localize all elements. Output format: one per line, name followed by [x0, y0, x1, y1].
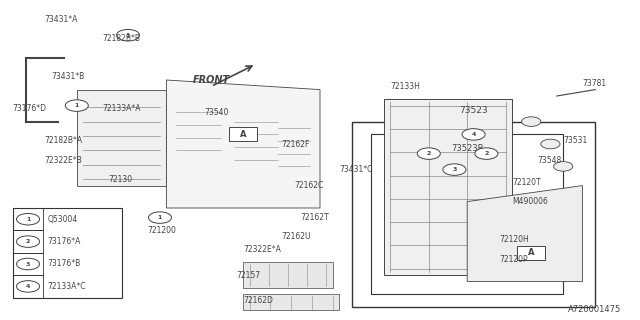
- Polygon shape: [384, 99, 512, 275]
- Text: 73176*A: 73176*A: [47, 237, 81, 246]
- Circle shape: [17, 258, 40, 270]
- Bar: [13, 253, 44, 275]
- Circle shape: [475, 148, 498, 159]
- Text: 73523B: 73523B: [451, 144, 483, 153]
- Text: 1: 1: [26, 217, 30, 222]
- Bar: [352, 122, 595, 307]
- Text: 73176*B: 73176*B: [47, 260, 81, 268]
- Text: 72162T: 72162T: [301, 213, 330, 222]
- Circle shape: [541, 139, 560, 149]
- Text: 73431*A: 73431*A: [45, 15, 78, 24]
- Text: 72162D: 72162D: [243, 296, 273, 305]
- Text: 73523: 73523: [460, 106, 488, 115]
- Text: 1: 1: [158, 215, 162, 220]
- Bar: [13, 275, 44, 298]
- Text: 73781: 73781: [582, 79, 607, 88]
- Text: 73540: 73540: [205, 108, 229, 116]
- Text: A: A: [528, 248, 534, 257]
- Circle shape: [443, 164, 466, 175]
- Circle shape: [17, 236, 40, 247]
- Text: 2: 2: [26, 239, 30, 244]
- Polygon shape: [243, 294, 339, 310]
- Text: FRONT: FRONT: [193, 75, 230, 85]
- Text: 72133A*C: 72133A*C: [47, 282, 86, 291]
- Bar: [517, 246, 545, 260]
- Text: 72182B*B: 72182B*B: [102, 34, 140, 43]
- Text: 2: 2: [427, 151, 431, 156]
- Circle shape: [554, 162, 573, 171]
- Text: 72182B*A: 72182B*A: [45, 136, 83, 145]
- Polygon shape: [275, 118, 314, 176]
- Text: 72133A*A: 72133A*A: [102, 104, 141, 113]
- Text: 72120T: 72120T: [512, 178, 541, 187]
- Text: 72322E*B: 72322E*B: [45, 156, 83, 164]
- Text: 72157: 72157: [237, 271, 261, 280]
- Text: 72322E*A: 72322E*A: [243, 245, 281, 254]
- Text: 4: 4: [472, 132, 476, 137]
- Circle shape: [17, 213, 40, 225]
- Bar: [13, 230, 44, 253]
- Text: Q53004: Q53004: [47, 215, 78, 224]
- Polygon shape: [173, 102, 224, 160]
- Bar: [13, 208, 44, 230]
- Text: M490006: M490006: [512, 197, 548, 206]
- Text: 3: 3: [26, 261, 30, 267]
- Text: 73548: 73548: [538, 156, 562, 164]
- Text: 1: 1: [126, 33, 130, 38]
- Circle shape: [65, 100, 88, 111]
- Text: 1: 1: [75, 103, 79, 108]
- Circle shape: [417, 148, 440, 159]
- Text: 4: 4: [26, 284, 30, 289]
- Text: 72162C: 72162C: [294, 181, 324, 190]
- Text: 73531: 73531: [563, 136, 588, 145]
- Text: A: A: [240, 130, 246, 139]
- Text: 721200: 721200: [147, 226, 176, 235]
- Polygon shape: [230, 106, 282, 170]
- Text: A720001475: A720001475: [568, 305, 621, 314]
- Circle shape: [17, 281, 40, 292]
- Circle shape: [462, 129, 485, 140]
- Circle shape: [522, 117, 541, 126]
- Text: 73431*C: 73431*C: [339, 165, 372, 174]
- Polygon shape: [467, 186, 582, 282]
- Text: 72162F: 72162F: [282, 140, 310, 148]
- Text: 3: 3: [452, 167, 456, 172]
- Text: 72120H: 72120H: [499, 236, 529, 244]
- Circle shape: [148, 212, 172, 223]
- Polygon shape: [243, 262, 333, 288]
- Text: 72162U: 72162U: [282, 232, 311, 241]
- Text: 72133H: 72133H: [390, 82, 420, 91]
- Bar: [229, 127, 257, 141]
- Bar: [13, 208, 122, 298]
- Bar: [371, 134, 563, 294]
- Polygon shape: [77, 90, 166, 186]
- Circle shape: [116, 29, 140, 41]
- Text: 2: 2: [484, 151, 488, 156]
- Text: 73176*D: 73176*D: [13, 104, 47, 113]
- Polygon shape: [166, 80, 320, 208]
- Text: 72130: 72130: [109, 175, 133, 184]
- Text: 72120P: 72120P: [499, 255, 528, 264]
- Text: 73431*B: 73431*B: [51, 72, 84, 81]
